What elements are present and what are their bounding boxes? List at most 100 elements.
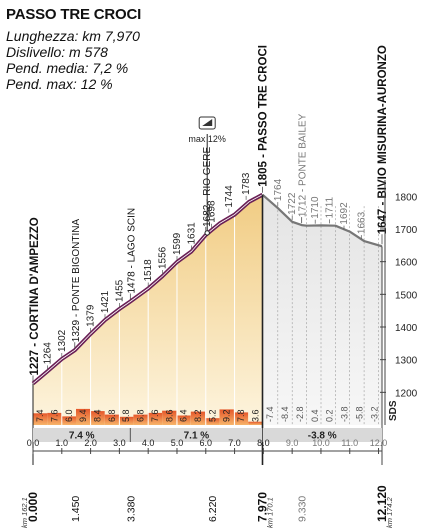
x-tick-label: 11.0: [341, 438, 358, 448]
altitude-label: 1455: [114, 279, 125, 302]
gradient-bar: [61, 416, 76, 425]
altitude-label: 1711: [325, 196, 336, 218]
altitude-label: 1692: [339, 202, 350, 225]
climb-profile-highlight: [32, 194, 263, 384]
altitude-label: 1421: [100, 290, 111, 313]
gradient-bar: [162, 410, 177, 425]
altitude-label: 1698: [207, 200, 218, 223]
x-tick-label: 5.0: [171, 438, 184, 448]
altitude-label: 1518: [143, 259, 154, 282]
x-tick-label: 2.0: [84, 438, 97, 448]
gradient-bar: [219, 409, 234, 425]
descent-gradient-label: 0.2: [325, 409, 335, 422]
sds-logo: SDS: [388, 400, 399, 421]
gradient-value-label: 8.6: [164, 409, 174, 422]
gradient-value-label: 6.0: [64, 409, 74, 422]
descent-gradient-label: -5.8: [355, 406, 365, 422]
gradient-bar: [76, 408, 91, 425]
descent-gradient-label: -3.8: [340, 406, 350, 422]
descent-gradient-label: -3.2: [370, 406, 380, 422]
place-label: 1647 - BIVIO MISURINA-AURONZO: [377, 45, 389, 234]
place-label: 1805 - PASSO TRE CROCI: [258, 45, 270, 187]
altitude-label: 1764: [273, 178, 284, 201]
altitude-label: 1379: [86, 304, 97, 327]
altitude-label: 1722: [287, 192, 298, 215]
x-tick-label: 9.0: [286, 438, 299, 448]
segment-average-label: -3.8 %: [308, 431, 337, 442]
gradient-value-label: 6.8: [107, 409, 117, 422]
gradient-value-label: 3.6: [250, 409, 260, 422]
gradient-value-label: 8.2: [193, 409, 203, 422]
x-tick-label: 6.0: [200, 438, 213, 448]
y-tick-label: 1400: [395, 323, 418, 334]
x-tick-label: 10.0: [312, 438, 330, 448]
x-tick-label: 1.0: [56, 438, 69, 448]
gradient-value-label: 5.8: [121, 409, 131, 422]
y-tick-label: 1800: [395, 192, 418, 203]
y-tick-label: 1600: [395, 258, 418, 269]
altitude-label: 1744: [224, 185, 235, 208]
place-label: 1712 - PONTE BAILEY: [298, 113, 309, 217]
x-tick-label: 4.0: [142, 438, 155, 448]
km-position-label: 1.450: [70, 496, 82, 522]
gradient-value-label: 9.4: [78, 409, 88, 422]
place-label: 1227 - CORTINA D'AMPEZZO: [29, 217, 41, 375]
gradient-bar: [133, 414, 148, 425]
gradient-value-label: 9.2: [222, 409, 232, 422]
km-position-label: 6.220: [207, 496, 219, 522]
km-position-label: 7.970: [256, 492, 270, 522]
gradient-value-label: 7.6: [150, 409, 160, 422]
altitude-label: 1710: [310, 196, 321, 219]
km-reference-label: km 170.1: [266, 497, 275, 528]
x-tick-label: 7.0: [228, 438, 241, 448]
stat-length: Lunghezza: km 7,970: [6, 28, 140, 44]
x-tick-label: 8.0: [257, 438, 270, 448]
gradient-bar: [47, 412, 62, 425]
gradient-bar: [248, 421, 263, 425]
km-reference-label: km 174.2: [385, 496, 394, 528]
gradient-slope-icon: [202, 119, 213, 126]
gradient-value-label: 7.4: [35, 409, 45, 422]
gradient-value-label: 8.4: [93, 409, 103, 422]
km-position-label: 12.120: [375, 485, 389, 522]
segment-average-label: 7.4 %: [69, 431, 95, 442]
gradient-value-label: 6.8: [136, 409, 146, 422]
gradient-value-label: 5.2: [207, 409, 217, 422]
x-tick-label: 12.0: [370, 438, 388, 448]
y-tick-label: 1700: [395, 225, 418, 236]
descent-profile-line: [261, 193, 383, 248]
gradient-bar: [147, 412, 162, 425]
y-tick-label: 1200: [395, 388, 418, 399]
max-gradient-label: max 12%: [188, 134, 226, 144]
y-tick-label: 1500: [395, 290, 418, 301]
descent-gradient-label: 0.4: [310, 409, 320, 422]
gradient-bar: [33, 413, 48, 425]
km-position-label: 0.000: [26, 492, 40, 522]
altitude-label: 1631: [186, 222, 197, 245]
altitude-label: 1663: [356, 211, 367, 234]
place-label: 1478 - LAGO SCIN: [126, 208, 137, 294]
place-label: 1329 - PONTE BIGONTINA: [71, 219, 82, 343]
gradient-bar: [233, 412, 249, 425]
km-position-label: 9.330: [297, 496, 309, 522]
gradient-value-label: 6.4: [179, 409, 189, 422]
gradient-value-label: 7.6: [50, 409, 60, 422]
gradient-bar: [205, 418, 220, 425]
km-reference-label: km 162.1: [20, 497, 29, 528]
page-title: PASSO TRE CROCI: [6, 6, 142, 23]
climb-stats: Lunghezza: km 7,970 Dislivello: m 578 Pe…: [6, 28, 140, 92]
descent-gradient-label: -8.4: [280, 406, 290, 422]
stat-max-gradient: Pend. max: 12 %: [6, 76, 113, 92]
gradient-bar: [90, 411, 105, 425]
gradient-bar: [119, 416, 134, 425]
y-tick-label: 1300: [395, 356, 418, 367]
segment-average-label: 7.1 %: [184, 431, 210, 442]
gradient-bar: [176, 415, 191, 425]
x-tick-label: 3.0: [113, 438, 126, 448]
gradient-value-label: 7.8: [236, 409, 246, 422]
average-band: [33, 428, 382, 442]
altitude-label: 1556: [158, 246, 169, 269]
altitude-label: 1302: [57, 329, 68, 352]
descent-gradient-label: -7.4: [265, 406, 275, 422]
